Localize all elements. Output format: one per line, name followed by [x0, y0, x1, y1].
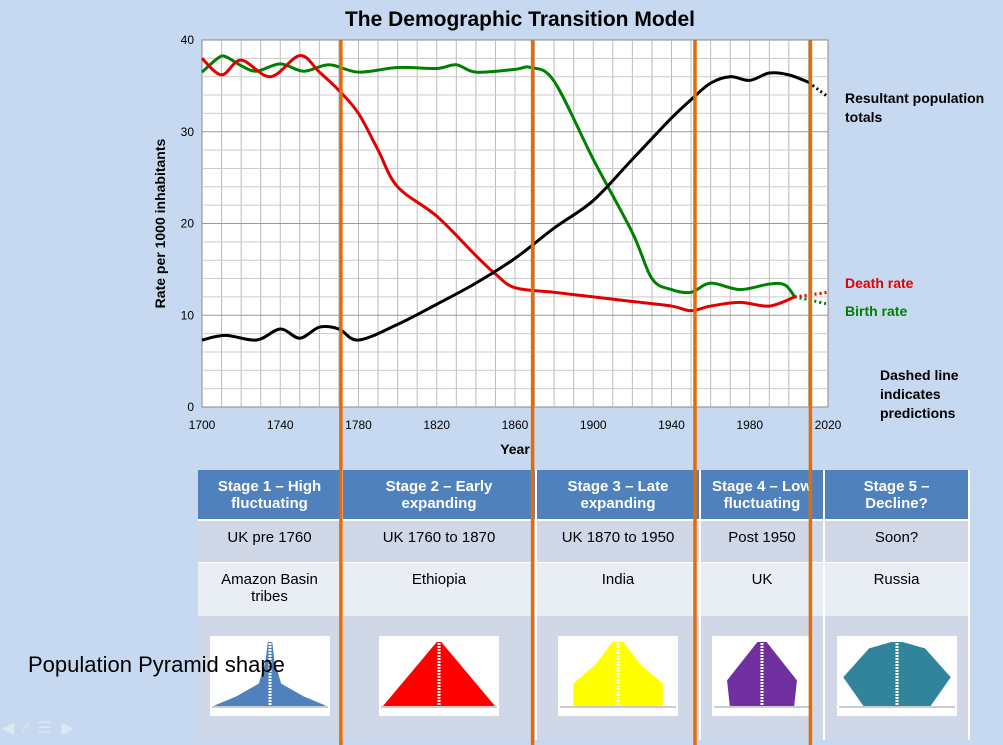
period-cell: Post 1950: [700, 520, 825, 563]
y-tick-label: 20: [181, 217, 195, 231]
x-tick-label: 1980: [736, 418, 763, 432]
x-axis-label: Year: [500, 441, 530, 457]
pyramid-cell: [700, 616, 825, 740]
stage-header: Stage 3 – Late expanding: [536, 470, 701, 521]
stage-header: Stage 2 – Early expanding: [342, 470, 537, 521]
pyramid-cell: [824, 616, 970, 740]
period-row: UK pre 1760 UK 1760 to 1870 UK 1870 to 1…: [198, 520, 970, 563]
annotation-population: Resultant population totals: [845, 90, 985, 125]
dtm-chart: 1700 1740 1780 1820 1860 1900 1940 1980 2020 0 10 2…: [152, 33, 842, 457]
annotation-birth-rate: Birth rate: [845, 303, 908, 319]
resultant-population-totals-prediction-line: [807, 81, 829, 99]
header-row: Stage 1 – High fluctuating Stage 2 – Ear…: [198, 470, 970, 521]
annotation-death-rate: Death rate: [845, 275, 914, 291]
x-tick-label: 1700: [189, 418, 216, 432]
y-axis-label: Rate per 1000 inhabitants: [152, 138, 168, 308]
x-tick-label: 1820: [423, 418, 450, 432]
birth-rate-line: [201, 54, 796, 298]
x-tick-label: 1860: [502, 418, 529, 432]
population-pyramid: [836, 636, 957, 716]
population-pyramid: [558, 636, 678, 716]
y-tick-label: 10: [181, 308, 195, 322]
y-tick-label: 30: [181, 125, 195, 139]
x-tick-label: 2020: [815, 418, 842, 432]
annotation-dashed: Dashed line indicates predictions: [880, 367, 959, 421]
pyramid-cell: [536, 616, 701, 740]
period-cell: UK 1760 to 1870: [342, 520, 537, 563]
population-pyramid: [209, 636, 330, 716]
chart-title: The Demographic Transition Model: [344, 8, 696, 31]
stages-table: Stage 1 – High fluctuating Stage 2 – Ear…: [198, 470, 970, 740]
pyramid-row: [198, 616, 970, 740]
period-cell: UK pre 1760: [198, 520, 343, 563]
example-row: Amazon Basin tribes Ethiopia India UK Ru…: [198, 562, 970, 616]
example-cell: Russia: [824, 562, 970, 616]
x-tick-label: 1740: [267, 418, 294, 432]
example-cell: Ethiopia: [342, 562, 537, 616]
period-cell: Soon?: [824, 520, 970, 563]
resultant-population-totals-line: [201, 71, 809, 342]
x-tick-label: 1900: [580, 418, 607, 432]
period-cell: UK 1870 to 1950: [536, 520, 701, 563]
slide-nav-controls[interactable]: ◀⁄☰▶: [2, 720, 84, 737]
x-tick-label: 1780: [345, 418, 372, 432]
population-pyramid: [379, 636, 499, 716]
x-tick-label: 1940: [658, 418, 685, 432]
pyramid-cell: [198, 616, 343, 740]
example-cell: UK: [700, 562, 825, 616]
side-label: Population Pyramid shape: [28, 652, 285, 677]
y-tick-label: 40: [181, 33, 195, 47]
stage-header: Stage 1 – High fluctuating: [198, 470, 343, 521]
example-cell: India: [536, 562, 701, 616]
example-cell: Amazon Basin tribes: [198, 562, 343, 616]
stage-header: Stage 4 – Low fluctuating: [700, 470, 825, 521]
stage-header: Stage 5 – Decline?: [824, 470, 970, 521]
population-pyramid: [712, 636, 812, 716]
pyramid-cell: [342, 616, 537, 740]
y-tick-label: 0: [187, 400, 194, 414]
